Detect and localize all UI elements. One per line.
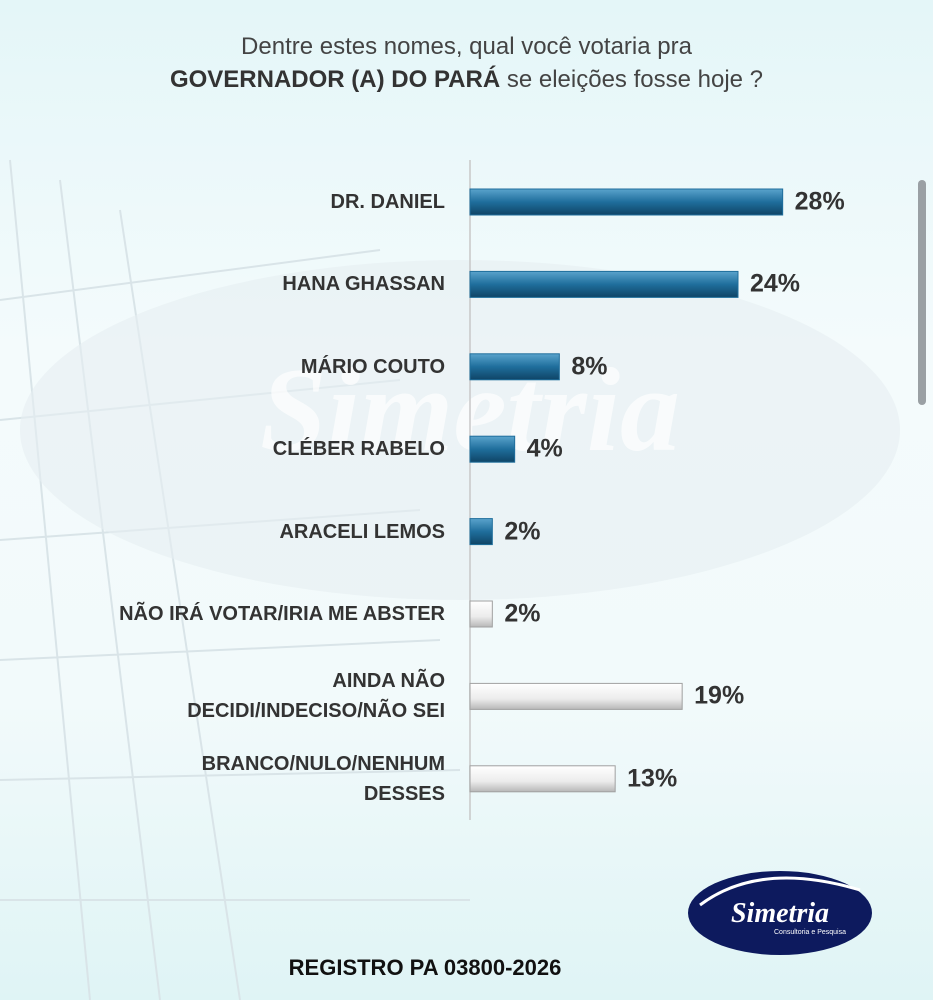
bar (469, 435, 516, 463)
value-label: 24% (750, 269, 801, 298)
watermark-swoosh (20, 260, 900, 600)
category-label: NÃO IRÁ VOTAR/IRIA ME ABSTER (119, 603, 445, 625)
value-label: 2% (504, 517, 541, 546)
category-label: AINDA NÃO DECIDI/INDECISO/NÃO SEI (187, 670, 445, 723)
value-label: 19% (694, 681, 745, 710)
bar (469, 270, 739, 298)
logo-swoosh (699, 876, 861, 907)
value-label: 4% (526, 434, 563, 463)
category-label: HANA GHASSAN (282, 273, 445, 296)
logo-badge (688, 871, 872, 955)
logo-name: Simetria (731, 898, 829, 929)
bar (469, 682, 683, 710)
category-label: MÁRIO COUTO (300, 355, 445, 378)
bar (469, 765, 616, 793)
category-label: BRANCO/NULO/NENHUM DESSES (201, 752, 445, 805)
value-label: 28% (794, 187, 845, 216)
value-label: 8% (571, 352, 608, 381)
bar (469, 518, 493, 546)
category-label: ARACELI LEMOS (279, 520, 445, 543)
title-part: GOVERNADOR (A) DO PARÁ (169, 66, 501, 93)
bar (469, 188, 784, 216)
title-part: se eleições fosse hoje ? (506, 66, 764, 93)
chart-title: Dentre estes nomes, qual você votaria pr… (140, 30, 793, 96)
scrollbar (918, 180, 926, 405)
category-label: CLÉBER RABELO (272, 438, 445, 461)
title-part: Dentre estes nomes, qual você votaria pr… (241, 33, 692, 60)
value-label: 13% (627, 764, 678, 793)
category-label: DR. DANIEL (330, 191, 445, 213)
value-label: 2% (504, 599, 541, 628)
logo-tagline: Consultoria e Pesquisa (774, 929, 846, 936)
bar (469, 353, 560, 381)
footer: REGISTRO PA 03800-2026 (288, 955, 562, 980)
bar (469, 600, 493, 628)
